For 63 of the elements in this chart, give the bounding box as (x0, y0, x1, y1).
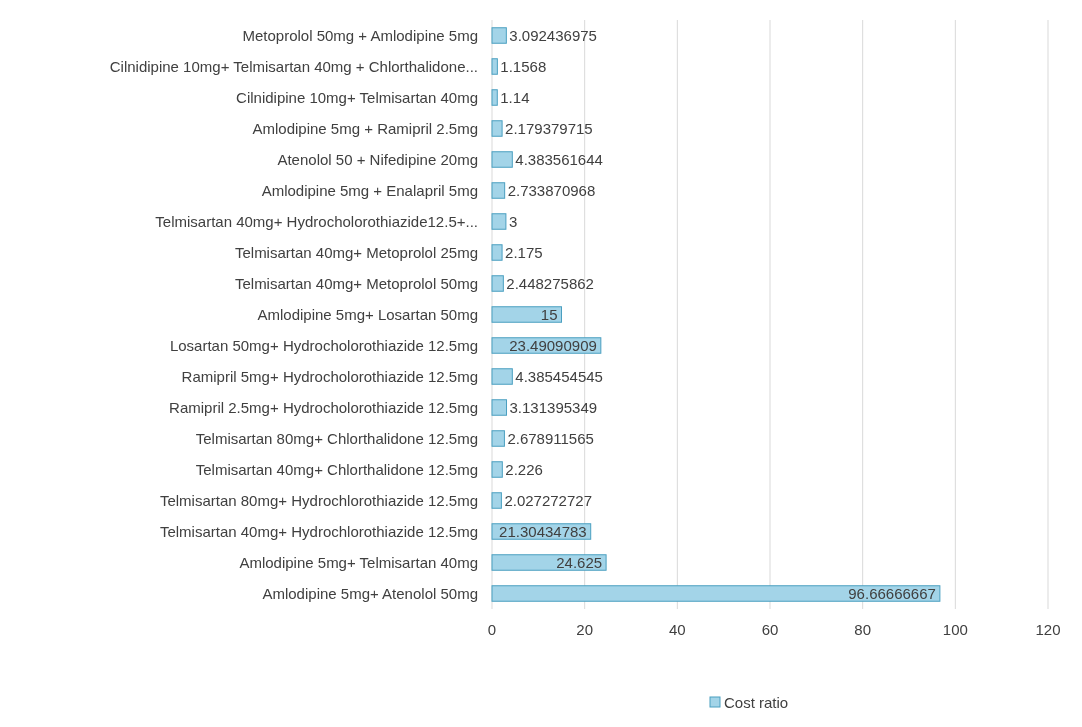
y-tick-label: Ramipril 5mg+ Hydrocholorothiazide 12.5mg (181, 367, 478, 385)
x-tick-label: 120 (1035, 621, 1061, 638)
data-label: 3 (508, 212, 518, 230)
data-label: 2.226 (505, 460, 543, 478)
x-tick-label: 40 (668, 621, 686, 638)
x-tick-label: 60 (761, 621, 779, 638)
x-tick-label: 80 (854, 621, 872, 638)
bar (491, 244, 503, 261)
legend-label: Cost ratio (724, 694, 789, 712)
y-tick-label: Amlodipine 5mg+ Telmisartan 40mg (239, 553, 478, 571)
x-tick-label: 0 (487, 621, 497, 638)
bar (491, 58, 498, 75)
bar (491, 306, 562, 323)
data-label: 1.1568 (500, 57, 547, 75)
x-tick-label: 100 (942, 621, 968, 638)
data-label: 4.383561644 (515, 150, 603, 168)
y-tick-label: Amlodipine 5mg+ Losartan 50mg (257, 305, 478, 323)
x-tick-label: 20 (576, 621, 594, 638)
data-label: 3.131395349 (509, 398, 598, 416)
bar (491, 213, 507, 230)
data-label: 2.448275862 (506, 274, 594, 292)
y-tick-label: Cilnidipine 10mg+ Telmisartan 40mg (236, 88, 478, 106)
data-label: 23.49090909 (509, 336, 597, 354)
data-label: 2.027272727 (504, 491, 592, 509)
data-label: 2.175 (505, 243, 543, 261)
y-tick-label: Amlodipine 5mg+ Atenolol 50mg (262, 584, 478, 602)
y-tick-label: Metoprolol 50mg + Amlodipine 5mg (242, 26, 478, 44)
data-label: 96.66666667 (848, 584, 936, 602)
y-tick-label: Telmisartan 40mg+ Hydrocholorothiazide12.5+... (155, 212, 478, 230)
y-tick-label: Telmisartan 80mg+ Chlorthalidone 12.5mg (195, 429, 478, 447)
y-tick-label: Cilnidipine 10mg+ Telmisartan 40mg + Chlorthalidone... (109, 57, 478, 75)
y-tick-label: Amlodipine 5mg + Enalapril 5mg (261, 181, 478, 199)
bar (491, 27, 507, 44)
y-tick-label: Amlodipine 5mg + Ramipril 2.5mg (252, 119, 478, 137)
bar (491, 554, 607, 571)
data-label: 21.30434783 (499, 522, 587, 540)
bar (491, 368, 513, 385)
bar (491, 399, 508, 416)
bar (491, 430, 505, 447)
bar (491, 492, 502, 509)
data-label: 3.092436975 (509, 26, 597, 44)
bar (491, 461, 503, 478)
bar (491, 182, 506, 199)
bar (491, 585, 941, 602)
bar (491, 120, 503, 137)
y-tick-label: Telmisartan 80mg+ Hydrochlorothiazide 12.5mg (159, 491, 478, 509)
data-label: 4.385454545 (515, 367, 603, 385)
data-label: 2.733870968 (507, 181, 596, 199)
y-tick-label: Atenolol 50 + Nifedipine 20mg (277, 150, 478, 168)
data-label: 2.678911565 (507, 429, 594, 447)
y-tick-label: Telmisartan 40mg+ Metoprolol 25mg (234, 243, 478, 261)
y-tick-label: Telmisartan 40mg+ Chlorthalidone 12.5mg (195, 460, 478, 478)
bar (491, 151, 513, 168)
data-label: 24.625 (556, 553, 603, 571)
bar (491, 89, 498, 106)
y-tick-label: Telmisartan 40mg+ Metoprolol 50mg (234, 274, 478, 292)
data-label: 2.179379715 (505, 119, 593, 137)
y-tick-label: Ramipril 2.5mg+ Hydrocholorothiazide 12.5mg (169, 398, 478, 416)
data-label: 15 (540, 305, 558, 323)
y-tick-label: Losartan 50mg+ Hydrocholorothiazide 12.5mg (169, 336, 478, 354)
data-label: 1.14 (500, 88, 530, 106)
y-tick-label: Telmisartan 40mg+ Hydrochlorothiazide 12.5mg (159, 522, 478, 540)
bar (491, 275, 504, 292)
